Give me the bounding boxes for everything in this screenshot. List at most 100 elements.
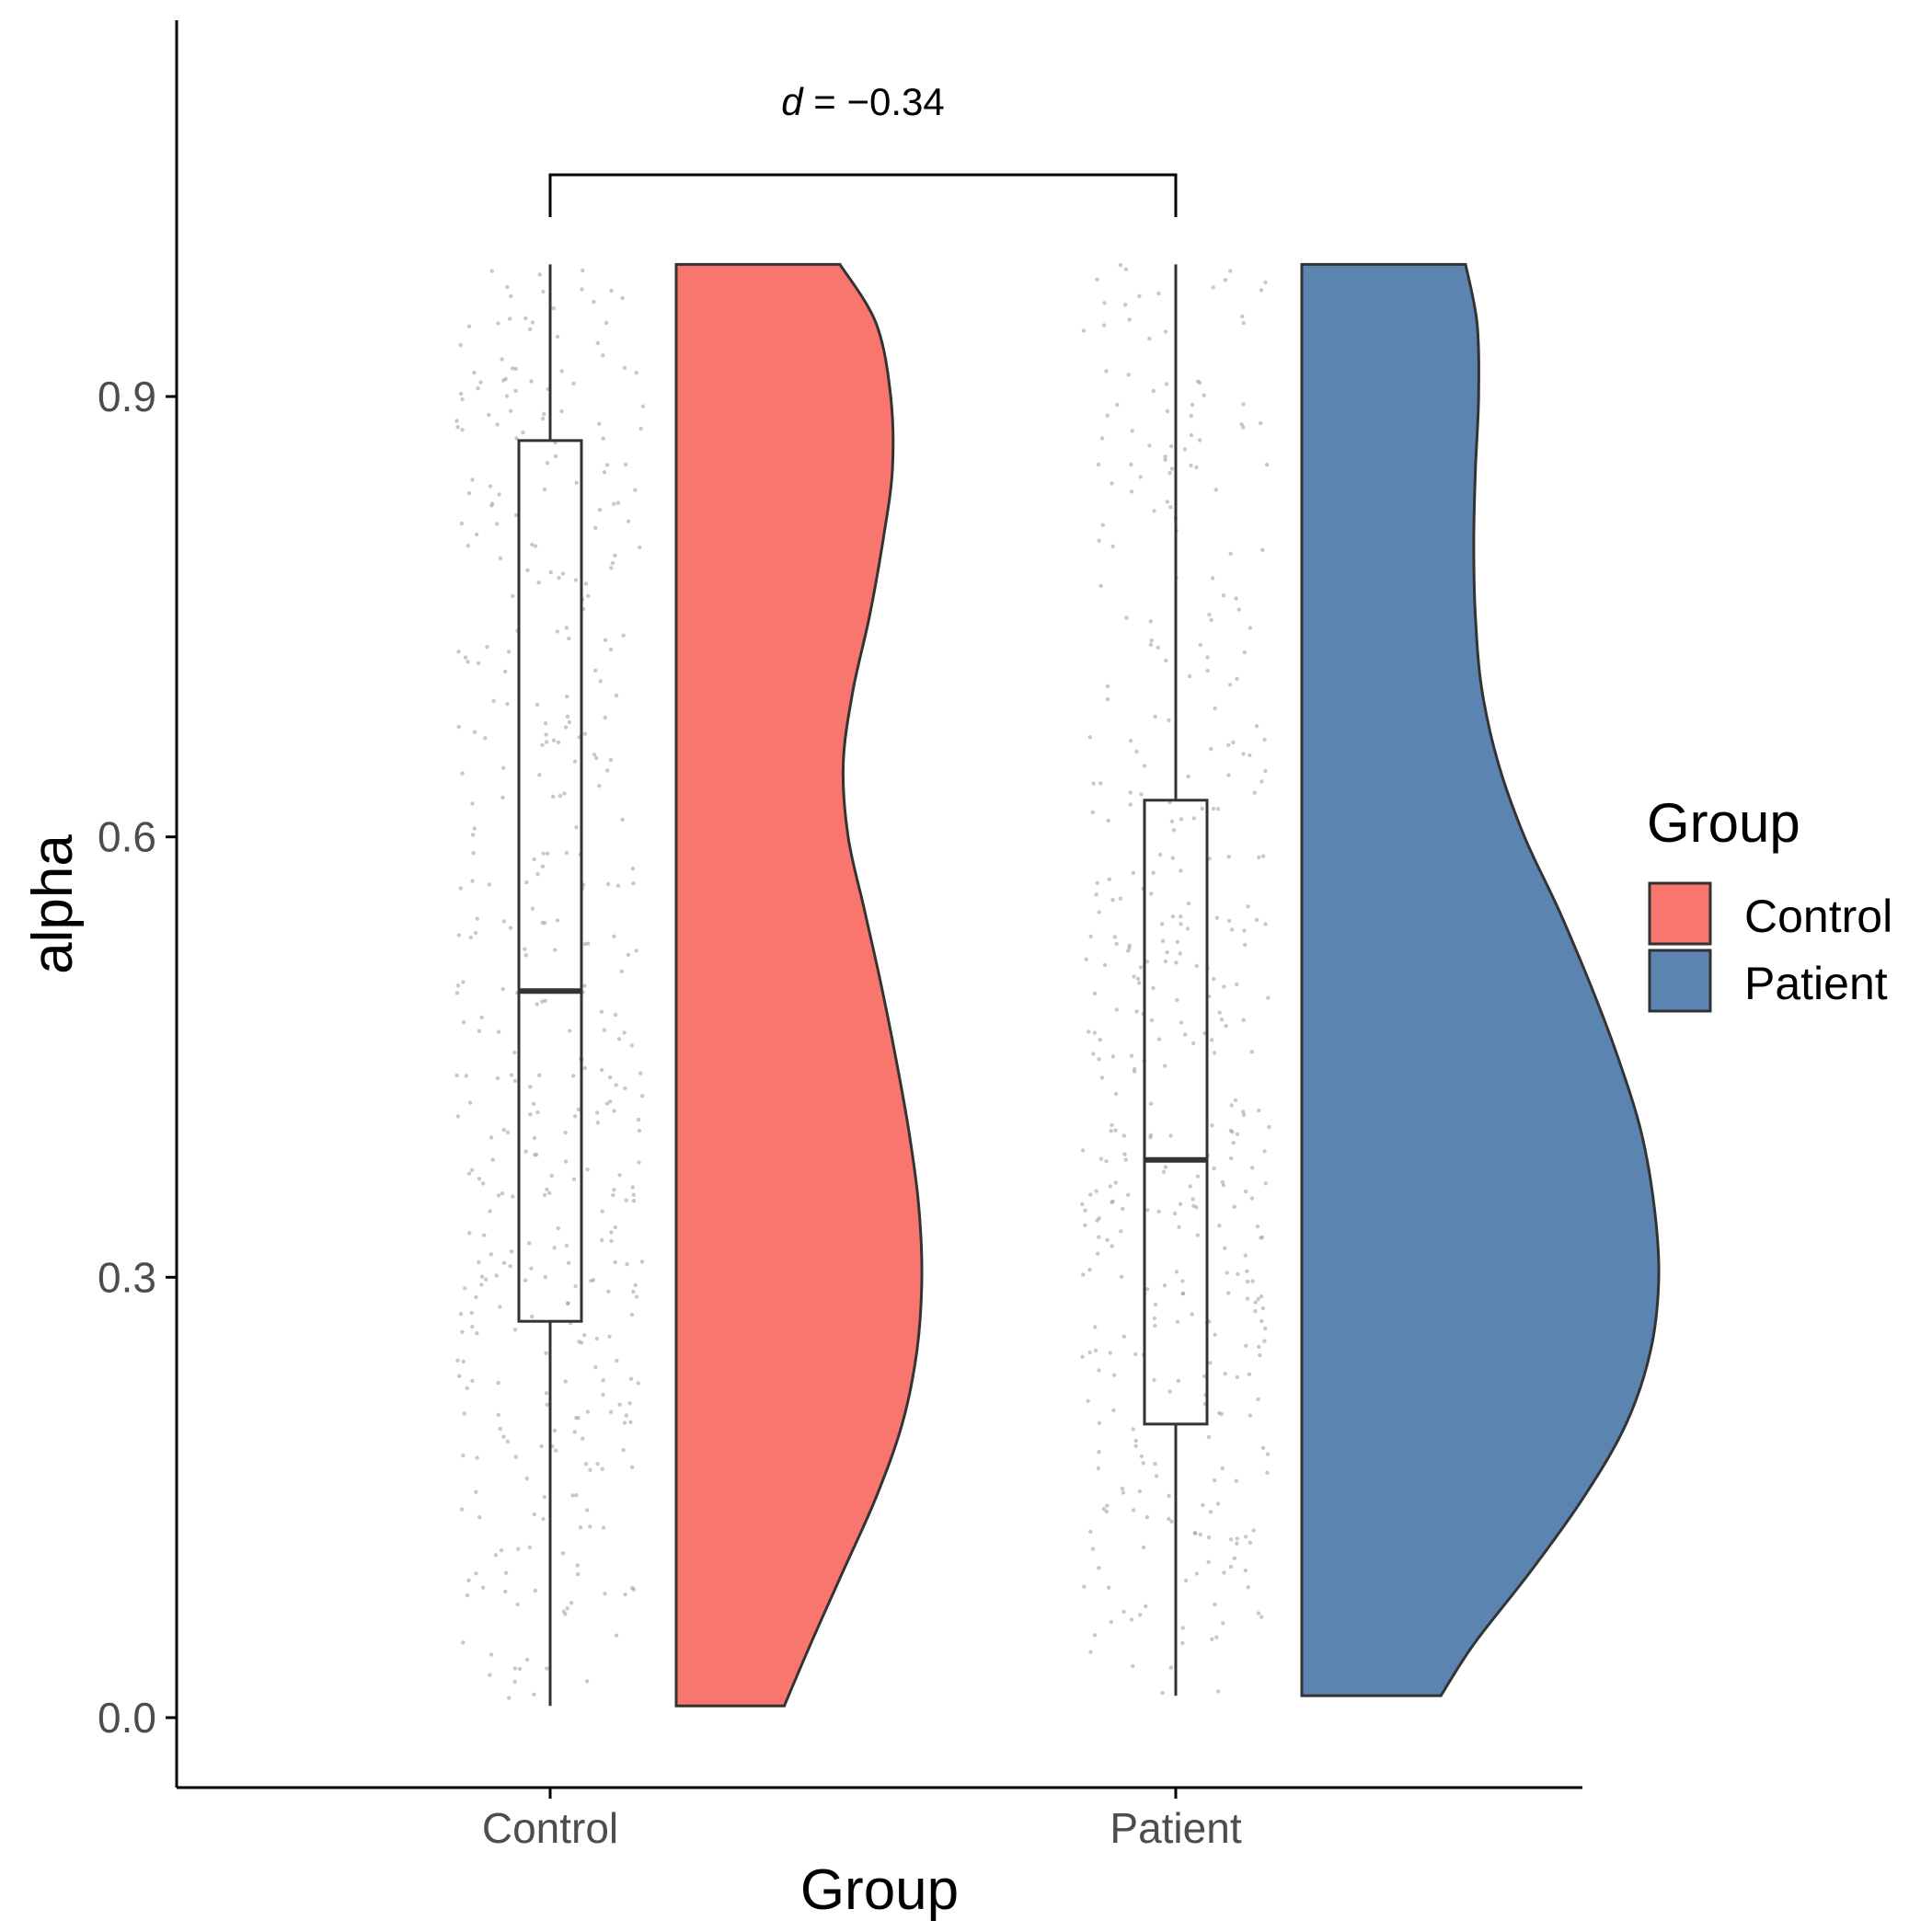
data-point	[1114, 1007, 1120, 1012]
data-point	[1234, 596, 1238, 601]
data-point	[1206, 1535, 1212, 1540]
data-point	[1263, 280, 1268, 285]
data-point	[544, 740, 549, 744]
data-point	[603, 715, 607, 720]
data-point	[1169, 466, 1175, 471]
data-point	[629, 1465, 635, 1470]
data-point	[1226, 1291, 1231, 1295]
data-point	[1093, 1348, 1098, 1353]
data-point	[529, 1266, 534, 1271]
density-clouds-layer	[674, 262, 1661, 1708]
data-point	[1141, 1545, 1146, 1550]
data-point	[586, 593, 591, 598]
data-point	[503, 1589, 508, 1594]
data-point	[1211, 576, 1215, 581]
data-point	[489, 269, 494, 273]
data-point	[537, 1073, 542, 1078]
data-point	[455, 424, 460, 430]
data-point	[598, 679, 603, 684]
data-point	[474, 1294, 478, 1300]
data-point	[1209, 1038, 1214, 1042]
data-point	[1112, 935, 1118, 939]
data-point	[1248, 626, 1253, 630]
data-point	[561, 1609, 567, 1614]
data-point	[466, 544, 470, 548]
data-point	[1167, 1389, 1172, 1394]
data-point	[500, 795, 505, 800]
data-point	[599, 1009, 604, 1015]
data-point	[545, 1187, 549, 1192]
data-point	[615, 500, 620, 505]
data-point	[1092, 1030, 1098, 1035]
data-point	[571, 381, 576, 386]
data-point	[572, 1114, 578, 1119]
data-point	[1208, 1361, 1213, 1365]
data-point	[1145, 1287, 1150, 1292]
data-point	[555, 334, 560, 339]
data-point	[1169, 819, 1175, 823]
data-point	[557, 576, 561, 581]
data-point	[470, 879, 475, 883]
data-point	[1167, 1516, 1171, 1522]
data-point	[458, 1312, 464, 1317]
data-point	[1107, 1585, 1111, 1590]
data-point	[1153, 714, 1157, 719]
data-point	[508, 926, 513, 930]
data-point	[1229, 1156, 1234, 1161]
data-point	[1210, 1123, 1214, 1128]
data-point	[545, 461, 550, 466]
data-point	[1128, 790, 1133, 795]
data-point	[608, 757, 613, 763]
data-point	[1219, 1018, 1225, 1022]
data-point	[495, 522, 500, 526]
data-point	[511, 593, 515, 599]
data-point	[615, 1358, 619, 1363]
data-point	[1240, 314, 1245, 319]
data-point	[545, 1402, 549, 1408]
data-point	[480, 1585, 486, 1590]
data-point	[1135, 976, 1141, 982]
data-point	[485, 645, 489, 650]
data-point	[1176, 1378, 1181, 1384]
data-point	[1168, 1133, 1173, 1138]
data-point	[1170, 856, 1176, 860]
data-point	[458, 391, 464, 397]
data-point	[592, 753, 597, 757]
data-point	[503, 669, 508, 674]
data-point	[629, 1043, 634, 1048]
data-point	[470, 477, 475, 482]
data-point	[1177, 1225, 1181, 1229]
data-point	[1101, 1507, 1107, 1512]
data-point	[1138, 1613, 1143, 1617]
data-point	[489, 1135, 494, 1140]
x-tick-label: Control	[482, 1804, 618, 1852]
density-cloud-control	[674, 262, 924, 1708]
data-point	[1221, 1183, 1226, 1188]
data-point	[603, 1592, 607, 1596]
data-point	[612, 501, 616, 506]
data-point	[1131, 870, 1136, 876]
data-point	[1098, 1156, 1104, 1161]
data-point	[1093, 1325, 1098, 1329]
data-point	[505, 702, 510, 707]
data-point	[602, 1028, 607, 1032]
data-point	[629, 1312, 635, 1317]
data-point	[1138, 965, 1144, 970]
data-point	[1121, 1133, 1127, 1138]
data-point	[1120, 1486, 1125, 1491]
data-point	[461, 1020, 466, 1025]
data-point	[498, 1426, 502, 1432]
data-point	[1245, 1269, 1249, 1274]
data-point	[594, 755, 599, 761]
data-point	[1164, 382, 1169, 386]
data-point	[511, 1194, 515, 1199]
data-point	[1170, 914, 1176, 919]
data-point	[1081, 328, 1087, 333]
data-point	[1144, 1604, 1148, 1609]
data-point	[1163, 1165, 1168, 1169]
data-point	[560, 571, 566, 576]
data-point	[1226, 773, 1231, 777]
data-point	[593, 525, 598, 530]
data-point	[569, 1601, 574, 1605]
data-point	[580, 287, 584, 292]
